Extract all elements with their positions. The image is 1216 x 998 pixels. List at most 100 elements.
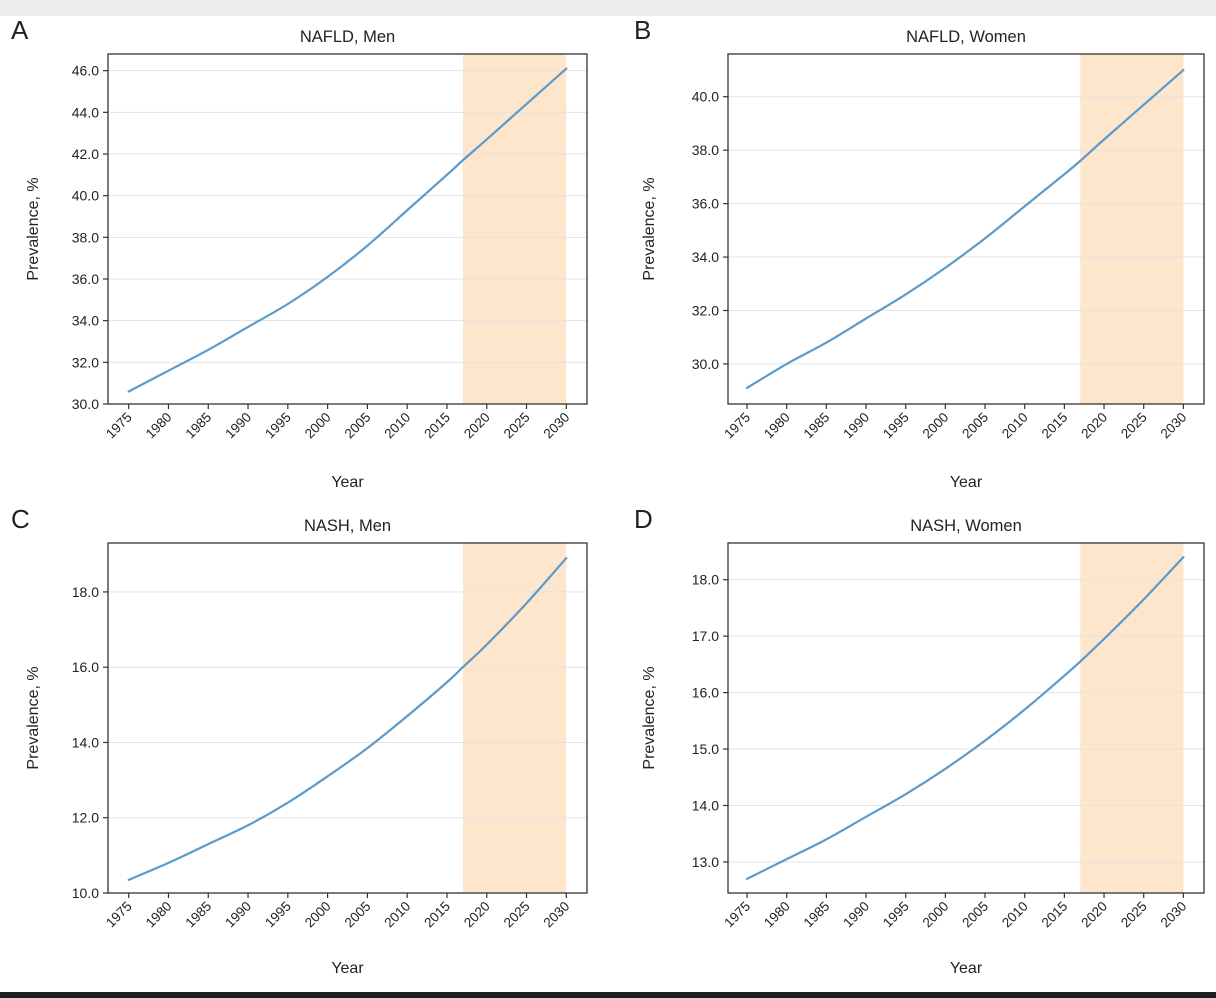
x-tick-label: 1995 <box>880 899 912 931</box>
x-tick-label: 2005 <box>959 410 991 442</box>
y-tick-label: 16.0 <box>72 659 99 675</box>
panel-letter-a: A <box>11 15 29 45</box>
x-tick-label: 2020 <box>461 899 493 931</box>
y-tick-label: 16.0 <box>692 685 719 701</box>
y-tick-label: 10.0 <box>72 885 99 901</box>
series-line-d <box>745 556 1185 880</box>
projection-shading-c <box>462 543 567 893</box>
y-axis-title-b: Prevalence, % <box>641 177 658 280</box>
x-tick-label: 2025 <box>1118 899 1150 931</box>
x-tick-label: 1980 <box>143 899 175 931</box>
y-tick-label: 42.0 <box>72 146 99 162</box>
x-tick-label: 2005 <box>342 899 374 931</box>
y-tick-label: 32.0 <box>692 302 719 318</box>
x-tick-label: 1985 <box>801 899 833 931</box>
y-tick-label: 14.0 <box>72 734 99 750</box>
plot-frame-d <box>727 542 1205 894</box>
x-tick-label: 2015 <box>421 899 453 931</box>
y-tick-label: 36.0 <box>72 271 99 287</box>
x-tick-label: 2010 <box>999 899 1031 931</box>
x-tick-label: 2030 <box>1158 410 1190 442</box>
x-tick-label: 2010 <box>999 410 1031 442</box>
y-axis-title-c: Prevalence, % <box>25 666 42 769</box>
y-tick-label: 34.0 <box>692 249 719 265</box>
x-tick-label: 2030 <box>541 899 573 931</box>
x-tick-label: 2000 <box>302 899 334 931</box>
panel-letter-d: D <box>634 504 653 534</box>
y-tick-label: 40.0 <box>72 188 99 204</box>
x-tick-label: 1980 <box>143 410 175 442</box>
panel-letter-c: C <box>11 504 30 534</box>
x-tick-label: 1995 <box>262 899 294 931</box>
x-tick-label: 1975 <box>103 899 135 931</box>
series-line-a <box>127 67 568 393</box>
x-tick-label: 2015 <box>1039 899 1071 931</box>
x-tick-label: 1985 <box>801 410 833 442</box>
panel-title-b: NAFLD, Women <box>906 28 1026 46</box>
x-tick-label: 2025 <box>501 899 533 931</box>
y-tick-label: 14.0 <box>692 798 719 814</box>
y-tick-label: 38.0 <box>72 229 99 245</box>
panel-b: 30.0 32.0 34.0 36.0 38.0 40.0 1975 1980 1985 1990… <box>634 15 1205 491</box>
x-tick-label: 1990 <box>840 899 872 931</box>
x-tick-label: 1995 <box>262 410 294 442</box>
y-tick-label: 34.0 <box>72 313 99 329</box>
y-tick-label: 17.0 <box>692 628 719 644</box>
x-tick-label: 2015 <box>1039 410 1071 442</box>
x-tick-label: 2025 <box>501 410 533 442</box>
y-tick-label: 13.0 <box>692 854 719 870</box>
x-tick-label: 1990 <box>222 899 254 931</box>
x-tick-label: 2000 <box>302 410 334 442</box>
series-line-c <box>127 556 568 881</box>
y-axis-title-d: Prevalence, % <box>641 666 658 769</box>
x-tick-label: 2005 <box>342 410 374 442</box>
x-tick-label: 2010 <box>381 899 413 931</box>
x-tick-label: 2015 <box>421 410 453 442</box>
x-tick-label: 2020 <box>461 410 493 442</box>
plot-frame-c <box>107 542 588 894</box>
x-tick-label: 1975 <box>721 410 753 442</box>
y-axis-title-a: Prevalence, % <box>25 177 42 280</box>
projection-shading-d <box>1080 543 1184 893</box>
x-tick-label: 1975 <box>103 410 135 442</box>
y-tick-label: 36.0 <box>692 196 719 212</box>
y-tick-label: 44.0 <box>72 104 99 120</box>
x-tick-label: 1975 <box>721 899 753 931</box>
plot-frame-a <box>107 53 588 405</box>
x-tick-label: 2005 <box>959 899 991 931</box>
x-axis-title-c: Year <box>331 960 364 977</box>
x-tick-label: 2020 <box>1078 410 1110 442</box>
x-axis-title-a: Year <box>331 474 364 491</box>
plot-frame-b <box>727 53 1205 405</box>
panel-d: 13.0 14.0 15.0 16.0 17.0 18.0 1975 1980 1985 1990… <box>634 504 1205 977</box>
panel-title-d: NASH, Women <box>910 517 1022 535</box>
x-tick-label: 1990 <box>840 410 872 442</box>
y-tick-label: 30.0 <box>72 396 99 412</box>
x-tick-label: 2000 <box>920 410 952 442</box>
x-tick-label: 2020 <box>1078 899 1110 931</box>
x-tick-label: 1985 <box>183 410 215 442</box>
y-tick-label: 46.0 <box>72 63 99 79</box>
x-axis-title-d: Year <box>950 960 983 977</box>
x-tick-label: 2030 <box>541 410 573 442</box>
y-tick-label: 30.0 <box>692 356 719 372</box>
x-tick-label: 2000 <box>920 899 952 931</box>
x-tick-label: 1990 <box>222 410 254 442</box>
y-tick-label: 15.0 <box>692 741 719 757</box>
panel-c: 10.0 12.0 14.0 16.0 18.0 1975 1980 1985 1990 1995… <box>11 504 588 977</box>
projection-shading-a <box>462 54 567 404</box>
y-tick-label: 38.0 <box>692 142 719 158</box>
y-tick-label: 32.0 <box>72 354 99 370</box>
panel-title-a: NAFLD, Men <box>300 28 395 46</box>
frame-top-bar <box>0 0 1216 16</box>
y-tick-label: 40.0 <box>692 89 719 105</box>
x-tick-label: 1980 <box>761 410 793 442</box>
panel-letter-b: B <box>634 15 651 45</box>
x-tick-label: 1995 <box>880 410 912 442</box>
series-line-b <box>745 68 1185 390</box>
projection-shading-b <box>1080 54 1184 404</box>
panel-title-c: NASH, Men <box>304 517 391 535</box>
x-tick-label: 2030 <box>1158 899 1190 931</box>
